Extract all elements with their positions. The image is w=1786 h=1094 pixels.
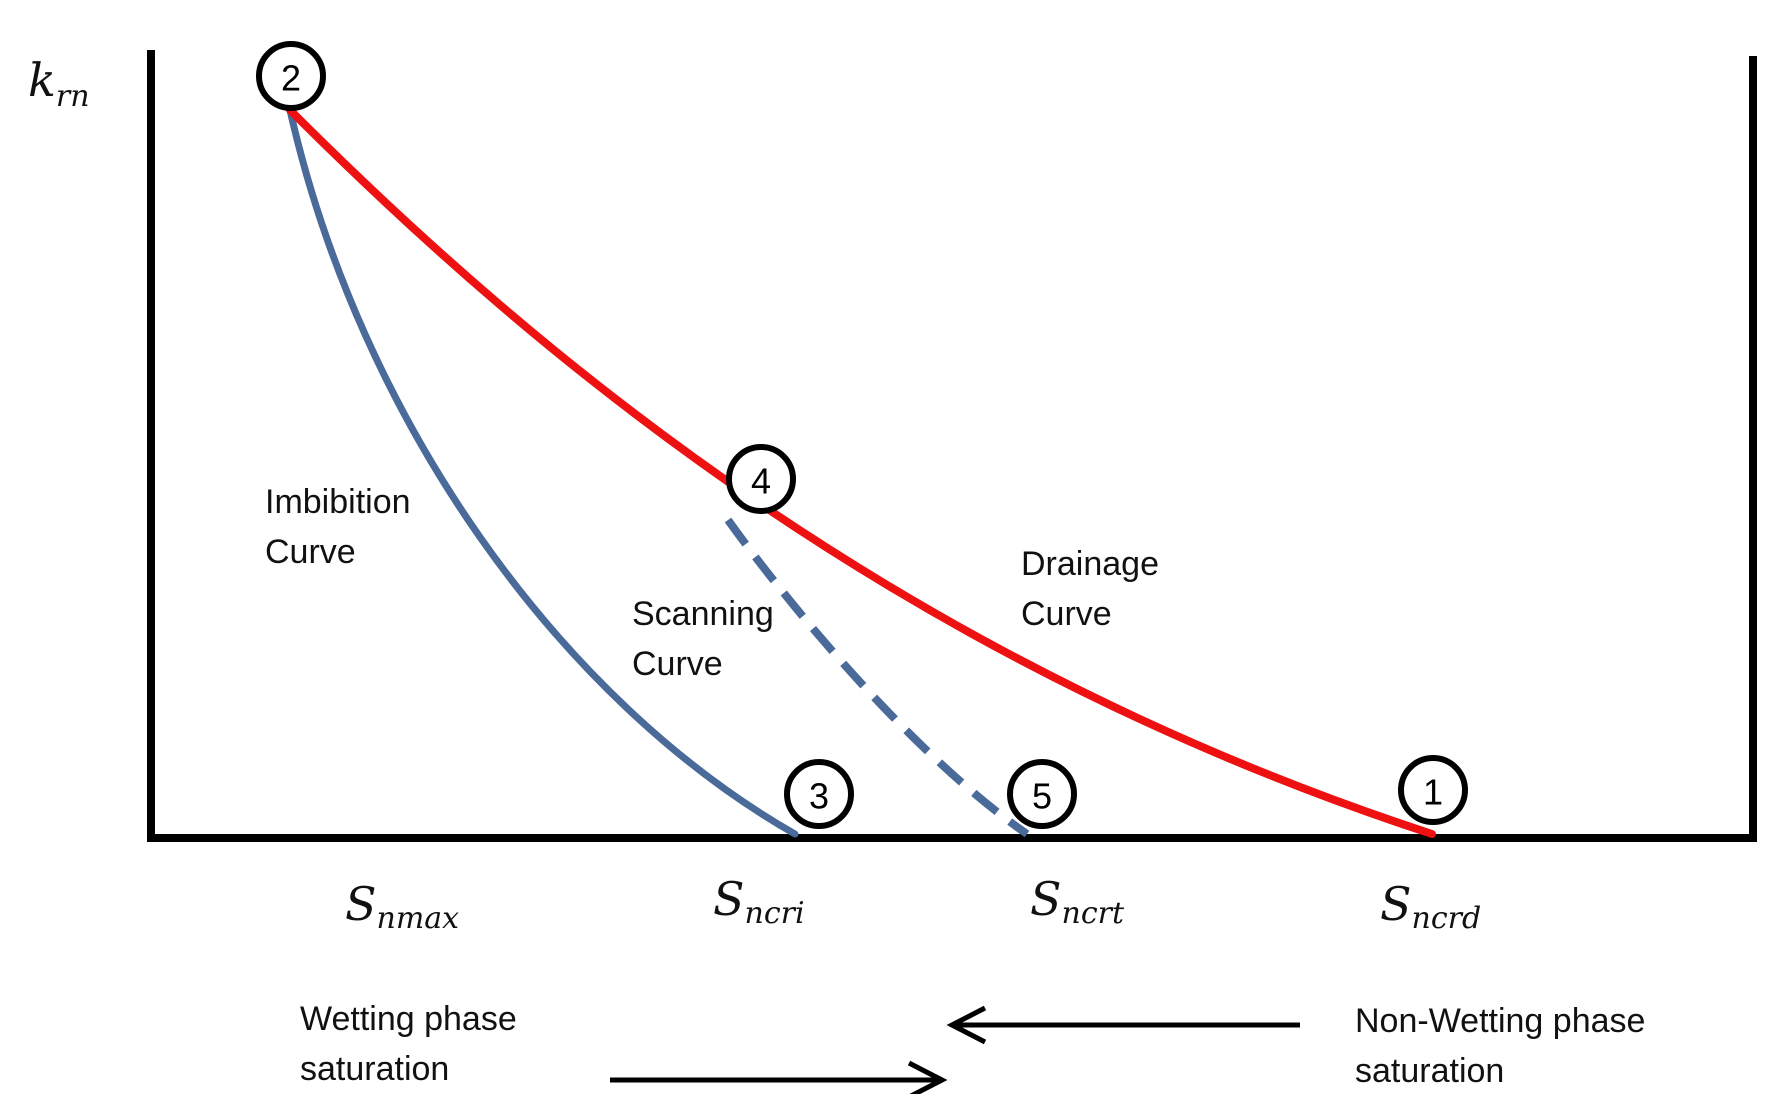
right-arrow-icon [610, 1060, 948, 1094]
non-wetting-phase-label: Non-Wetting phase saturation [1355, 1002, 1655, 1090]
svg-text:1: 1 [1423, 772, 1443, 813]
imbibition-curve [286, 106, 799, 838]
point-5-marker: 5 [1007, 759, 1077, 829]
y-axis-label: krn [28, 53, 90, 114]
drainage-curve [286, 106, 1436, 838]
point-2-marker: 2 [256, 41, 326, 111]
scanning-curve-label: Scanning Curve [632, 595, 783, 683]
svg-text:2: 2 [281, 58, 301, 99]
x-tick-label-sncrd: Sncrd [1380, 877, 1481, 936]
x-tick-label-snmax: Snmax [345, 877, 459, 936]
svg-text:5: 5 [1032, 776, 1052, 817]
left-arrow-icon [946, 1005, 1300, 1045]
imbibition-curve-label: Imbibition Curve [265, 483, 420, 571]
svg-text:4: 4 [751, 461, 771, 502]
drainage-curve-label: Drainage Curve [1021, 545, 1168, 633]
x-tick-label-sncri: Sncri [713, 872, 805, 931]
point-3-marker: 3 [784, 759, 854, 829]
svg-text:3: 3 [809, 776, 829, 817]
scanning-curve [724, 517, 1030, 838]
point-1-marker: 1 [1398, 755, 1468, 825]
wetting-phase-label: Wetting phase saturation [300, 1000, 526, 1088]
x-tick-label-sncrt: Sncrt [1030, 872, 1125, 931]
point-4-marker: 4 [726, 444, 796, 514]
